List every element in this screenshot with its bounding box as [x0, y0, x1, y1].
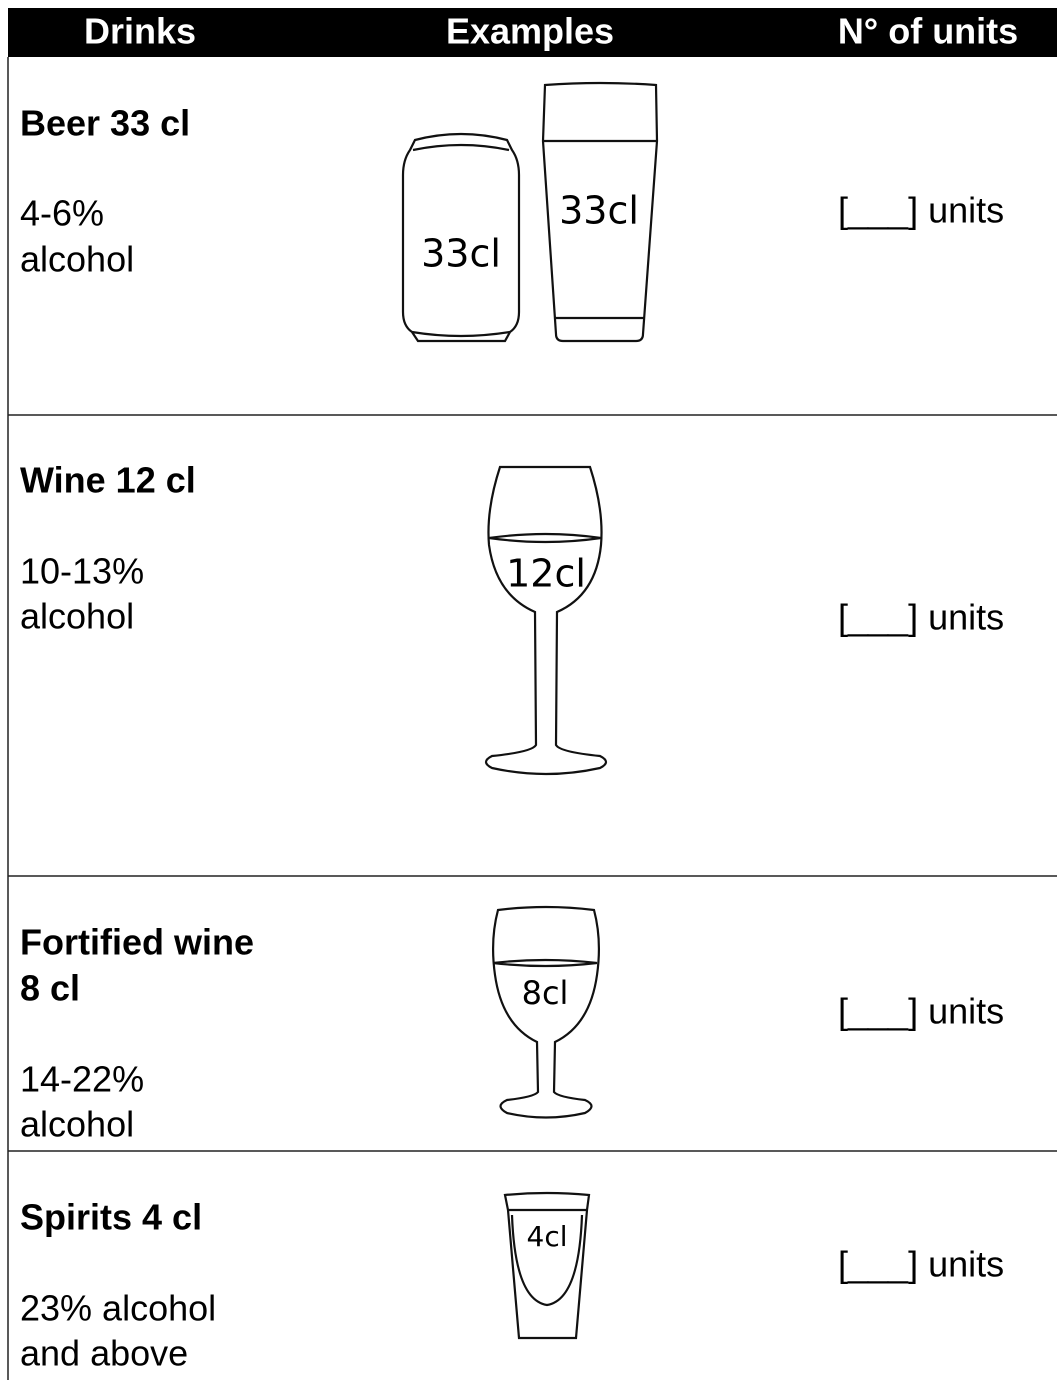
drinks-table: Drinks Examples N° of units Beer 33 cl 4… — [0, 0, 1057, 1380]
drink-name: Wine 12 cl — [20, 460, 196, 501]
page: {"table": { "header": ["Drinks", "Exampl… — [0, 0, 1057, 1380]
alcohol-text: alcohol — [20, 596, 134, 637]
units-field: [___] units — [838, 190, 1004, 231]
drink-name: Spirits 4 cl — [20, 1197, 202, 1238]
alcohol-text: 10-13% — [20, 551, 144, 592]
alcohol-text: alcohol — [20, 1104, 134, 1145]
drink-name: 8 cl — [20, 968, 80, 1009]
example-label: 33cl — [421, 232, 501, 276]
header-cell: Examples — [446, 11, 614, 52]
wine-glass — [486, 467, 606, 774]
fortified-wine-glass — [493, 907, 599, 1118]
header-cell: Drinks — [84, 11, 196, 52]
header-cell: N° of units — [838, 11, 1018, 52]
example-label: 12cl — [506, 552, 586, 596]
units-field: [___] units — [838, 991, 1004, 1032]
alcohol-text: 23% alcohol — [20, 1288, 216, 1329]
units-field: [___] units — [838, 597, 1004, 638]
alcohol-text: 14-22% — [20, 1059, 144, 1100]
alcohol-text: and above — [20, 1333, 188, 1374]
example-label: 33cl — [559, 189, 639, 233]
alcohol-text: alcohol — [20, 239, 134, 280]
units-field: [___] units — [838, 1244, 1004, 1285]
drink-name: Beer 33 cl — [20, 103, 190, 144]
shot-glass — [505, 1193, 589, 1338]
example-label: 4cl — [527, 1220, 568, 1253]
example-label: 8cl — [522, 974, 569, 1012]
alcohol-text: 4-6% — [20, 193, 104, 234]
drink-name: Fortified wine — [20, 922, 254, 963]
